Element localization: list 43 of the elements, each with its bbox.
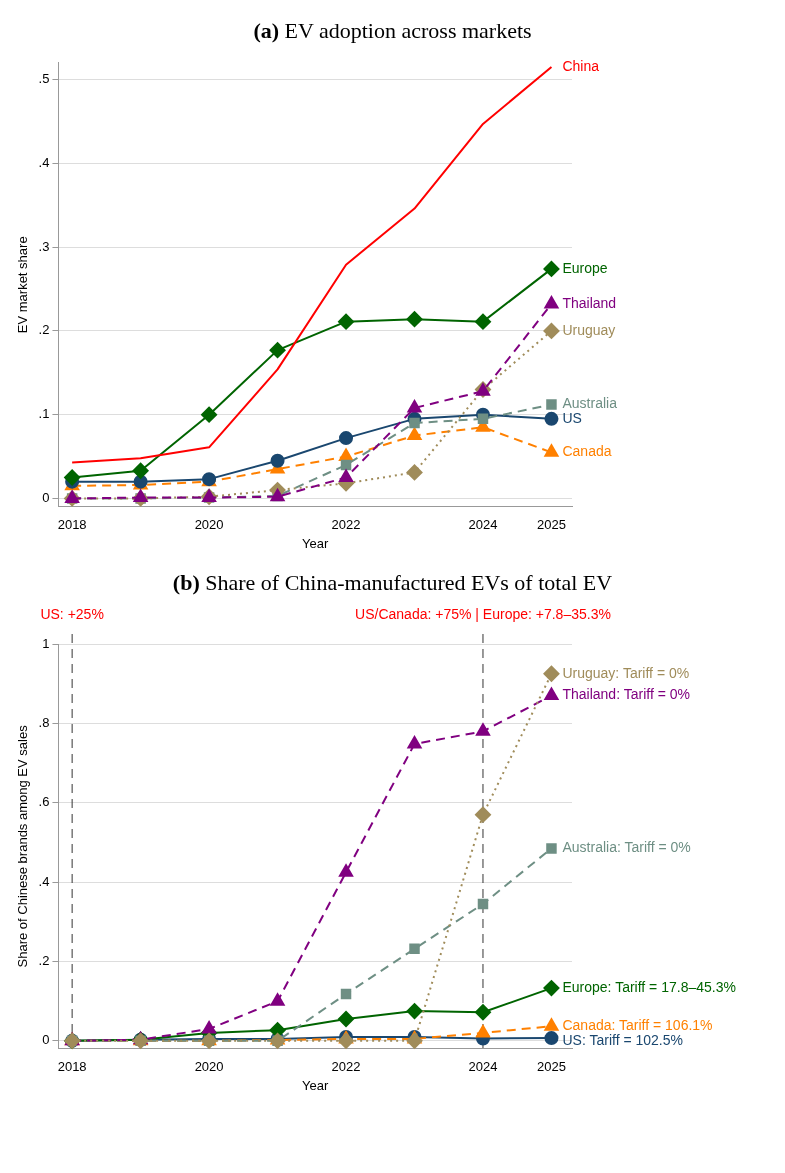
series-label: Uruguay: [562, 321, 616, 338]
x-tick-label: 2025: [537, 1059, 566, 1075]
y-tick-label: 0: [42, 490, 50, 505]
y-tick-label: .4: [38, 154, 50, 170]
series-label: Uruguay: Tariff = 0%: [562, 664, 690, 681]
y-tick-label: .5: [38, 71, 50, 87]
y-tick-label: .6: [38, 794, 50, 810]
x-axis-title: Year: [302, 1077, 330, 1093]
y-tick-label: .2: [38, 953, 50, 969]
x-tick-label: 2018: [57, 517, 87, 533]
chart-title: (a) EV adoption across markets: [253, 18, 532, 43]
series-label: Australia: [562, 395, 618, 412]
series-label: Europe: [562, 259, 608, 276]
x-axis-title: Year: [302, 535, 330, 551]
x-tick-label: 2018: [57, 1059, 87, 1075]
y-axis-title: Share of Chinese brands among EV sales: [15, 724, 31, 968]
y-axis-title: EV market share: [15, 236, 31, 334]
y-tick-label: .8: [38, 714, 50, 730]
x-tick-label: 2020: [194, 1059, 224, 1075]
x-tick-label: 2020: [194, 517, 224, 533]
series-label: Europe: Tariff = 17.8–45.3%: [562, 978, 736, 995]
series-label: Australia: Tariff = 0%: [562, 839, 691, 856]
y-tick-label: .1: [38, 406, 50, 422]
x-tick-label: 2022: [331, 1059, 361, 1075]
y-tick-label: .4: [38, 873, 50, 889]
y-tick-label: 0: [42, 1032, 50, 1048]
ref-line-label: US: +25%: [40, 605, 104, 622]
series-label: Canada: Tariff = 106.1%: [562, 1017, 713, 1034]
x-tick-label: 2025: [537, 517, 566, 533]
y-tick-label: .2: [38, 322, 50, 338]
x-tick-label: 2024: [468, 1059, 498, 1075]
series-label: US: Tariff = 102.5%: [562, 1032, 683, 1049]
series-label: Canada: [562, 443, 612, 460]
series-label: China: [562, 57, 600, 74]
series-label: Thailand: [562, 294, 617, 311]
x-tick-label: 2022: [331, 517, 361, 533]
y-tick-label: 1: [42, 635, 50, 651]
chart-title: (b) Share of China-manufactured EVs of total EV: [172, 570, 613, 595]
ref-line-label: US/Canada: +75% | Europe: +7.8–35.3%: [355, 605, 611, 622]
series-label: Thailand: Tariff = 0%: [562, 686, 690, 703]
series-label: US: [562, 410, 582, 427]
x-tick-label: 2024: [468, 517, 498, 533]
y-tick-label: .3: [38, 238, 50, 254]
